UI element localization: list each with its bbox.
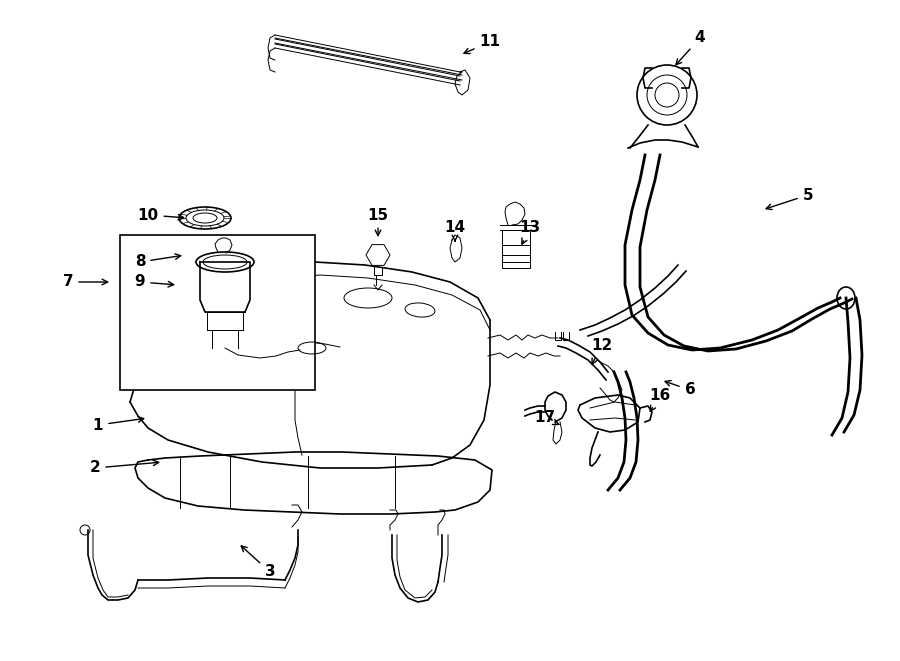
Text: 2: 2 (90, 460, 158, 475)
Text: 6: 6 (665, 381, 696, 397)
Text: 7: 7 (63, 274, 108, 290)
Text: 5: 5 (766, 188, 814, 210)
Bar (502, 230, 530, 268)
Text: 11: 11 (464, 34, 500, 54)
Text: 10: 10 (138, 208, 184, 223)
Text: 8: 8 (135, 254, 181, 270)
Text: 17: 17 (535, 410, 559, 426)
Text: 3: 3 (241, 546, 275, 580)
Text: 1: 1 (93, 416, 144, 432)
Text: 4: 4 (676, 30, 706, 65)
Text: 14: 14 (445, 221, 465, 241)
Text: 16: 16 (650, 387, 670, 411)
Text: 12: 12 (591, 338, 613, 364)
Text: 15: 15 (367, 208, 389, 236)
Text: 9: 9 (135, 274, 174, 290)
Bar (120, 235, 315, 390)
Text: 13: 13 (519, 221, 541, 244)
